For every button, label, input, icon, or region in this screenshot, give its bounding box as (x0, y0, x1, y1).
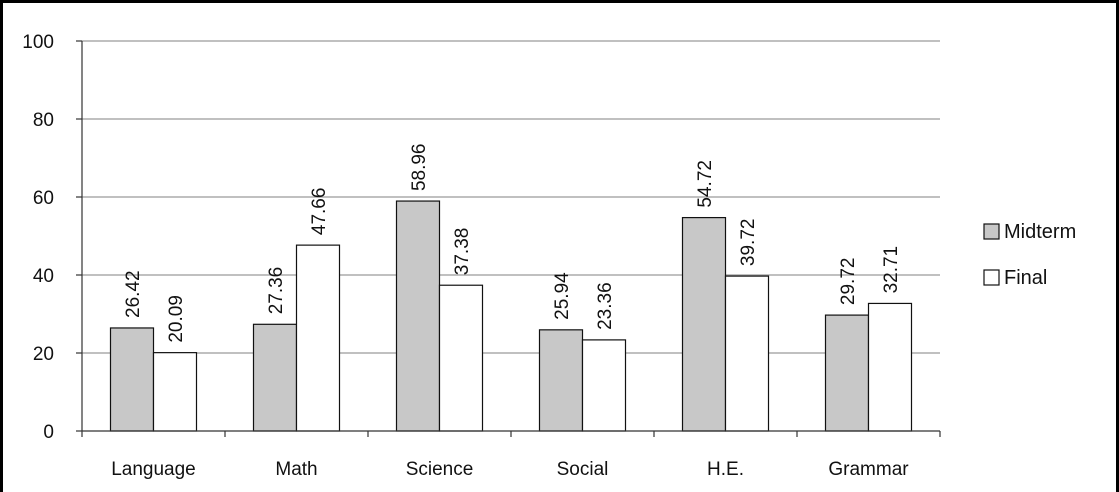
legend-swatch-midterm (983, 223, 1000, 240)
data-label: 58.96 (409, 144, 430, 192)
x-tick-label: Language (111, 459, 196, 480)
bars: 26.42 20.09 27.36 47.66 58.96 37.38 25.94 23.36… (109, 144, 913, 432)
x-axis: Language Math Science Social H.E. Grammar (81, 430, 941, 480)
y-tick-label: 0 (43, 422, 54, 443)
gridlines (82, 40, 940, 354)
data-label: 20.09 (166, 295, 187, 343)
legend-label-midterm: Midterm (1004, 221, 1076, 243)
bar-midterm (395, 200, 441, 432)
y-axis: 0 20 40 60 80 100 (22, 32, 83, 443)
bar-final (295, 244, 341, 432)
x-tick-label: Grammar (828, 459, 909, 480)
y-tick-label: 40 (33, 266, 54, 287)
data-label: 23.36 (595, 282, 616, 330)
bar-final (724, 275, 770, 432)
data-label: 32.71 (881, 246, 902, 294)
y-tick-label: 60 (33, 188, 54, 209)
x-tick-label: Social (557, 459, 609, 480)
bar-final (152, 352, 198, 432)
x-tick-label: Science (406, 459, 474, 480)
data-label: 25.94 (552, 272, 573, 320)
data-label: 54.72 (695, 160, 716, 208)
bar-final (438, 284, 484, 432)
y-tick-label: 100 (22, 32, 54, 53)
bar-midterm (109, 327, 155, 432)
legend: Midterm Final (983, 221, 1076, 289)
bar-final (581, 339, 627, 432)
x-tick-label: Math (275, 459, 317, 480)
data-label: 39.72 (738, 219, 759, 267)
bar-midterm (824, 314, 870, 432)
bar-midterm (681, 216, 727, 432)
bar-midterm (538, 329, 584, 432)
data-label: 27.36 (266, 267, 287, 315)
legend-swatch-final (983, 269, 1000, 286)
bar-final (867, 302, 913, 432)
legend-label-final: Final (1004, 267, 1047, 289)
data-label: 47.66 (309, 188, 330, 236)
bar-midterm (252, 323, 298, 432)
data-label: 29.72 (838, 258, 859, 306)
data-label: 37.38 (452, 228, 473, 276)
x-tick-label: H.E. (707, 459, 744, 480)
data-label: 26.42 (123, 270, 144, 318)
y-tick-label: 80 (33, 110, 54, 131)
y-tick-label: 20 (33, 344, 54, 365)
